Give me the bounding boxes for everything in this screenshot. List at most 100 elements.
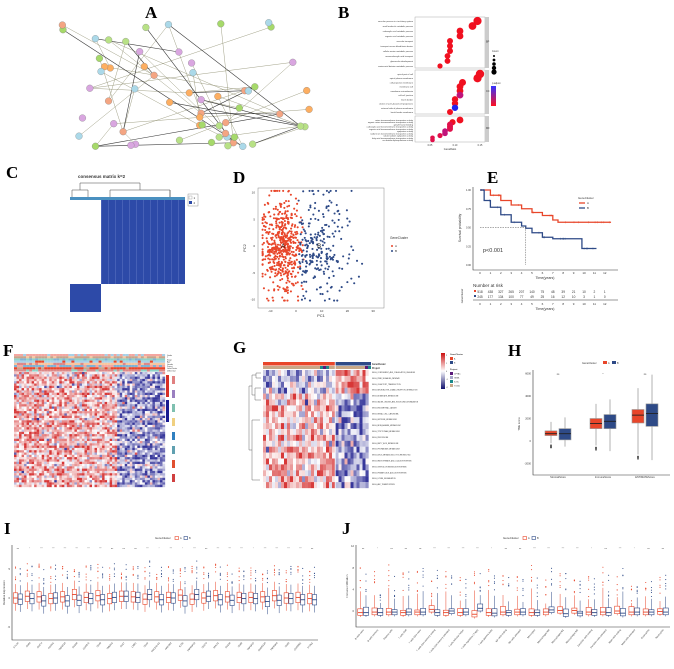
legend-label: B — [587, 206, 589, 210]
heatmap-cell — [29, 470, 32, 474]
heatmap-cell — [272, 429, 276, 436]
heatmap-cell — [81, 395, 85, 398]
heatmap-cell — [157, 459, 161, 462]
heatmap-cell — [74, 457, 78, 460]
heatmap-cell — [24, 477, 27, 481]
heatmap-cell — [24, 418, 27, 421]
network-edge — [95, 123, 114, 147]
pca-point-A — [291, 267, 294, 270]
heatmap-cell — [102, 466, 105, 469]
heatmap-cell — [36, 457, 40, 460]
annotation-cell — [92, 360, 96, 363]
pca-point-B — [338, 267, 341, 270]
pca-point-A — [287, 261, 290, 264]
heatmap-cell — [49, 441, 52, 444]
heatmap-cell — [147, 438, 151, 442]
heatmap-cell — [66, 388, 70, 391]
heatmap-cell — [66, 408, 70, 412]
heatmap-cell — [61, 482, 65, 485]
annotation-cell — [122, 356, 126, 359]
heatmap-cell — [119, 470, 123, 474]
heatmap-cell — [127, 473, 130, 476]
heatmap-cell — [132, 473, 135, 476]
heatmap-cell — [14, 459, 17, 462]
heatmap-cell — [284, 434, 288, 441]
heatmap-cell — [89, 436, 93, 439]
heatmap-cell — [16, 422, 20, 426]
heatmap-cell — [159, 475, 163, 478]
heatmap-cell — [26, 470, 30, 474]
heatmap-cell — [142, 454, 146, 458]
heatmap-cell — [107, 466, 110, 469]
heatmap-cell — [76, 408, 80, 412]
heatmap-cell — [107, 457, 110, 460]
heatmap-cell — [142, 415, 146, 419]
annotation-cell — [23, 365, 27, 368]
heatmap-cell — [21, 383, 25, 386]
risk-x-tick: 5 — [531, 302, 533, 306]
heatmap-cell — [117, 418, 120, 421]
heatmap-cell — [44, 484, 47, 488]
annotation-cell — [125, 356, 129, 359]
annotation-cell — [95, 362, 99, 365]
risk-count: 10 — [582, 290, 586, 294]
heatmap-cell — [61, 464, 65, 467]
go-dot — [447, 125, 453, 132]
annotation-cell — [20, 354, 24, 357]
heatmap-cell — [51, 413, 55, 416]
heatmap-cell — [86, 447, 90, 451]
pca-point-B — [333, 221, 336, 224]
heatmap-cell — [76, 445, 80, 449]
heatmap-cell — [314, 411, 318, 418]
heatmap-cell — [320, 458, 324, 465]
heatmap-cell — [39, 447, 42, 451]
annotation-cell — [92, 358, 96, 361]
heatmap-cell — [81, 385, 85, 389]
heatmap-cell — [152, 385, 156, 389]
heatmap-cell — [284, 423, 288, 430]
pca-point-A — [295, 258, 298, 261]
heatmap-cell — [51, 438, 55, 442]
heatmap-cell — [119, 408, 123, 412]
heatmap-cell — [44, 466, 47, 469]
heatmap-cell — [147, 447, 151, 451]
heatmap-cell — [86, 475, 90, 478]
heatmap-cell — [107, 436, 110, 439]
heatmap-cell — [332, 429, 336, 436]
heatmap-cell — [117, 411, 120, 414]
pca-point-A — [272, 232, 275, 236]
heatmap-cell — [24, 408, 27, 412]
annotation-cell — [116, 369, 120, 372]
heatmap-cell — [34, 372, 37, 375]
heatmap-cell — [14, 457, 17, 460]
heatmap-cell — [59, 452, 62, 455]
heatmap-cell — [34, 482, 37, 485]
heatmap-cell — [144, 383, 148, 386]
annotation-cell — [62, 367, 66, 370]
heatmap-cell — [129, 477, 133, 481]
heatmap-cell — [81, 436, 85, 439]
heatmap-cell — [152, 445, 156, 449]
heatmap-cell — [64, 397, 67, 400]
heatmap-cell — [34, 408, 37, 412]
go-term-label: brush border membrane — [391, 111, 414, 114]
heatmap-cell — [154, 445, 158, 449]
y-tick-label: 0.50 — [466, 226, 472, 230]
heatmap-cell — [64, 480, 67, 483]
heatmap-cell — [26, 399, 30, 403]
heatmap-cell — [19, 401, 22, 405]
heatmap-cell — [109, 477, 113, 481]
heatmap-cell — [46, 401, 50, 405]
heatmap-cell — [102, 429, 105, 432]
heatmap-cell — [19, 436, 22, 439]
heatmap-cell — [92, 484, 95, 488]
heatmap-cell — [114, 401, 118, 405]
genecluster-annotation — [314, 362, 317, 366]
heatmap-cell — [109, 454, 113, 458]
heatmap-cell — [139, 454, 143, 458]
heatmap-cell — [94, 450, 98, 453]
heatmap-cell — [92, 372, 95, 375]
pca-point-A — [289, 216, 292, 219]
heatmap-cell — [99, 378, 103, 382]
heatmap-cell — [149, 447, 153, 451]
